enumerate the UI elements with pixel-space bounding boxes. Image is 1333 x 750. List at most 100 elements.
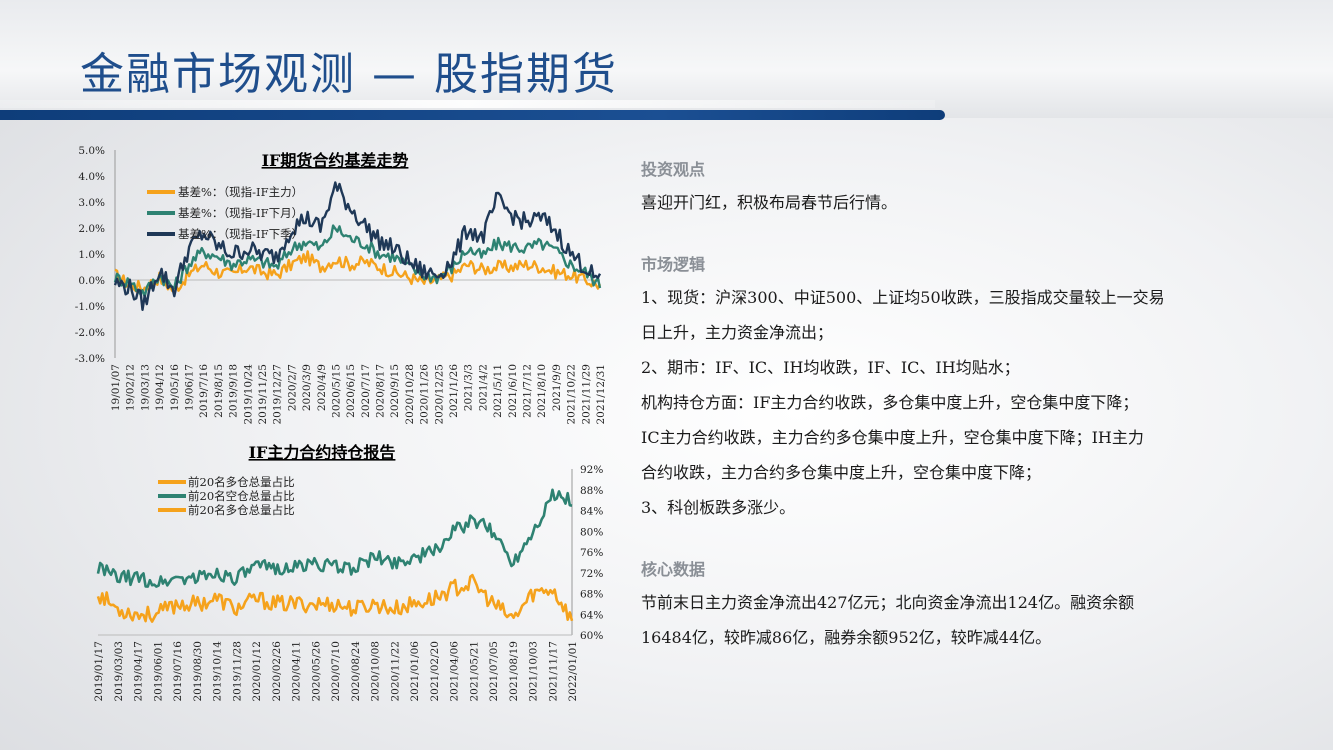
section-heading-view: 投资观点 bbox=[641, 160, 706, 179]
legend-label: 基差%：（现指-IF下月） bbox=[178, 206, 303, 220]
series-line-2 bbox=[113, 224, 602, 298]
logic-line: IC主力合约收跌，主力合约多仓集中度上升，空仓集中度下降；IH主力 bbox=[641, 428, 1144, 447]
x-tick-label: 2020/5/15 bbox=[330, 364, 342, 418]
x-tick-label: 2021/11/29 bbox=[580, 364, 592, 425]
header-band bbox=[0, 0, 1333, 118]
section-heading-data: 核心数据 bbox=[641, 560, 706, 579]
header-highlight bbox=[0, 100, 935, 108]
legend-label: 基差%：（现指-IF主力） bbox=[178, 185, 303, 199]
data-line: 16484亿，较昨减86亿，融券余额952亿，较昨减44亿。 bbox=[641, 628, 1052, 647]
x-tick-label: 2021/7/12 bbox=[522, 364, 534, 418]
x-tick-label: 2022/01/01 bbox=[567, 641, 579, 702]
x-tick-label: 2021/4/2 bbox=[477, 364, 489, 411]
y-tick-label: 1.0% bbox=[78, 249, 105, 261]
x-tick-label: 2019/08/30 bbox=[192, 641, 204, 702]
x-tick-label: 2019/10/24 bbox=[242, 364, 254, 425]
x-tick-label: 2020/07/10 bbox=[330, 641, 342, 702]
x-tick-label: 2021/8/10 bbox=[536, 364, 548, 418]
y-tick-label: 88% bbox=[580, 485, 603, 497]
x-tick-label: 2020/04/11 bbox=[291, 641, 303, 702]
chart-title: IF期货合约基差走势 bbox=[262, 151, 409, 170]
x-tick-label: 2020/4/9 bbox=[316, 364, 328, 411]
x-tick-label: 2020/08/24 bbox=[350, 641, 362, 702]
logic-line: 机构持仓方面：IF主力合约收跌，多仓集中度上升，空仓集中度下降； bbox=[641, 393, 1139, 412]
series-line-3 bbox=[113, 181, 602, 311]
x-tick-label: 2021/1/26 bbox=[448, 364, 460, 418]
x-tick-label: 2020/10/08 bbox=[370, 641, 382, 702]
x-tick-label: 2021/01/06 bbox=[409, 641, 421, 702]
legend-label: 前20名多仓总量占比 bbox=[188, 475, 295, 489]
logic-line: 1、现货：沪深300、中证500、上证均50收跌，三股指成交量较上一交易 bbox=[641, 288, 1165, 307]
y-tick-label: -3.0% bbox=[75, 353, 105, 365]
y-tick-label: 72% bbox=[580, 568, 603, 580]
y-tick-label: 0.0% bbox=[78, 275, 105, 287]
x-tick-label: 2021/9/9 bbox=[551, 364, 563, 411]
x-tick-label: 2019/11/28 bbox=[231, 641, 243, 702]
x-tick-label: 2021/04/06 bbox=[449, 641, 461, 702]
x-tick-label: 2019/01/17 bbox=[93, 641, 105, 702]
x-tick-label: 2019/8/15 bbox=[213, 364, 225, 418]
y-tick-label: 4.0% bbox=[78, 171, 105, 183]
y-tick-label: 60% bbox=[580, 630, 603, 642]
x-tick-label: 2019/07/16 bbox=[172, 641, 184, 702]
series-line-1 bbox=[114, 250, 602, 293]
x-tick-label: 2020/3/9 bbox=[301, 364, 313, 411]
x-tick-label: 2019/06/01 bbox=[152, 641, 164, 702]
x-tick-label: 2020/2/7 bbox=[286, 364, 298, 411]
y-tick-label: -1.0% bbox=[75, 301, 105, 313]
x-tick-label: 2019/04/17 bbox=[133, 641, 145, 702]
chart-title: IF主力合约持仓报告 bbox=[249, 443, 396, 462]
x-tick-label: 2021/05/21 bbox=[468, 641, 480, 702]
x-tick-label: 2020/11/22 bbox=[389, 641, 401, 702]
y-tick-label: -2.0% bbox=[75, 327, 105, 339]
position-chart-svg: IF主力合约持仓报告 92%88%84%80%76%72%68%64%60%20… bbox=[93, 443, 603, 702]
y-tick-label: 92% bbox=[580, 464, 603, 476]
x-tick-label: 19/03/13 bbox=[139, 364, 151, 411]
x-tick-label: 19/04/12 bbox=[154, 364, 166, 411]
x-tick-label: 2020/01/12 bbox=[251, 641, 263, 702]
x-tick-label: 2020/8/17 bbox=[375, 364, 387, 418]
x-tick-label: 2020/11/26 bbox=[419, 364, 431, 425]
x-tick-label: 2021/08/19 bbox=[508, 641, 520, 702]
y-tick-label: 80% bbox=[580, 526, 603, 538]
x-tick-label: 2019/7/16 bbox=[198, 364, 210, 418]
basis-chart-svg: IF期货合约基差走势 5.0% 4.0% 3.0% 2.0% 1.0% 0.0% -1.0%… bbox=[75, 145, 607, 425]
y-tick-label: 68% bbox=[580, 589, 603, 601]
x-tick-label: 2021/10/03 bbox=[528, 641, 540, 702]
x-tick-label: 2020/02/26 bbox=[271, 641, 283, 702]
x-tick-label: 2021/5/11 bbox=[492, 364, 504, 418]
y-tick-label: 3.0% bbox=[78, 197, 105, 209]
x-tick-label: 2019/9/18 bbox=[228, 364, 240, 418]
y-tick-label: 64% bbox=[580, 609, 603, 621]
x-tick-label: 2020/10/28 bbox=[404, 364, 416, 425]
x-tick-label: 2020/05/26 bbox=[310, 641, 322, 702]
legend-label: 基差%：（现指-IF下季） bbox=[178, 227, 303, 241]
x-tick-label: 2019/03/03 bbox=[113, 641, 125, 702]
x-tick-label: 2021/6/10 bbox=[507, 364, 519, 418]
x-tick-label: 19/06/17 bbox=[183, 364, 195, 411]
x-tick-label: 2020/12/25 bbox=[433, 364, 445, 425]
x-tick-label: 19/01/07 bbox=[110, 364, 122, 411]
legend-label: 前20名空仓总量占比 bbox=[188, 489, 295, 503]
view-line: 喜迎开门红，积极布局春节后行情。 bbox=[641, 193, 898, 212]
header-rule bbox=[0, 110, 945, 120]
x-tick-label: 19/02/12 bbox=[125, 364, 137, 411]
logic-line: 3、科创板跌多涨少。 bbox=[641, 498, 796, 517]
x-tick-label: 2020/9/15 bbox=[389, 364, 401, 418]
x-tick-label: 2020/6/15 bbox=[345, 364, 357, 418]
x-tick-label: 2019/10/14 bbox=[212, 641, 224, 702]
logic-line: 合约收跌，主力合约多仓集中度上升，空仓集中度下降； bbox=[641, 463, 1042, 482]
x-tick-label: 2021/12/31 bbox=[595, 364, 607, 425]
position-chart: IF主力合约持仓报告 92% 88% 84% 80% 76% 72% 68% 64% 60% 20… bbox=[80, 440, 625, 744]
commentary-panel: 投资观点 喜迎开门红，积极布局春节后行情。 市场逻辑 1、现货：沪深300、中证… bbox=[641, 155, 1281, 655]
y-tick-label: 2.0% bbox=[78, 223, 105, 235]
page-title: 金融市场观测 — 股指期货 bbox=[80, 49, 618, 100]
x-tick-label: 2021/11/17 bbox=[547, 641, 559, 702]
y-tick-label: 5.0% bbox=[78, 145, 105, 157]
section-heading-logic: 市场逻辑 bbox=[641, 255, 706, 274]
x-tick-label: 2021/07/05 bbox=[488, 641, 500, 702]
x-tick-label: 2021/02/20 bbox=[429, 641, 441, 702]
logic-line: 2、期市：IF、IC、IH均收跌，IF、IC、IH均贴水； bbox=[641, 358, 1020, 377]
x-tick-label: 2021/10/22 bbox=[566, 364, 578, 425]
series-line-1 bbox=[96, 573, 574, 623]
